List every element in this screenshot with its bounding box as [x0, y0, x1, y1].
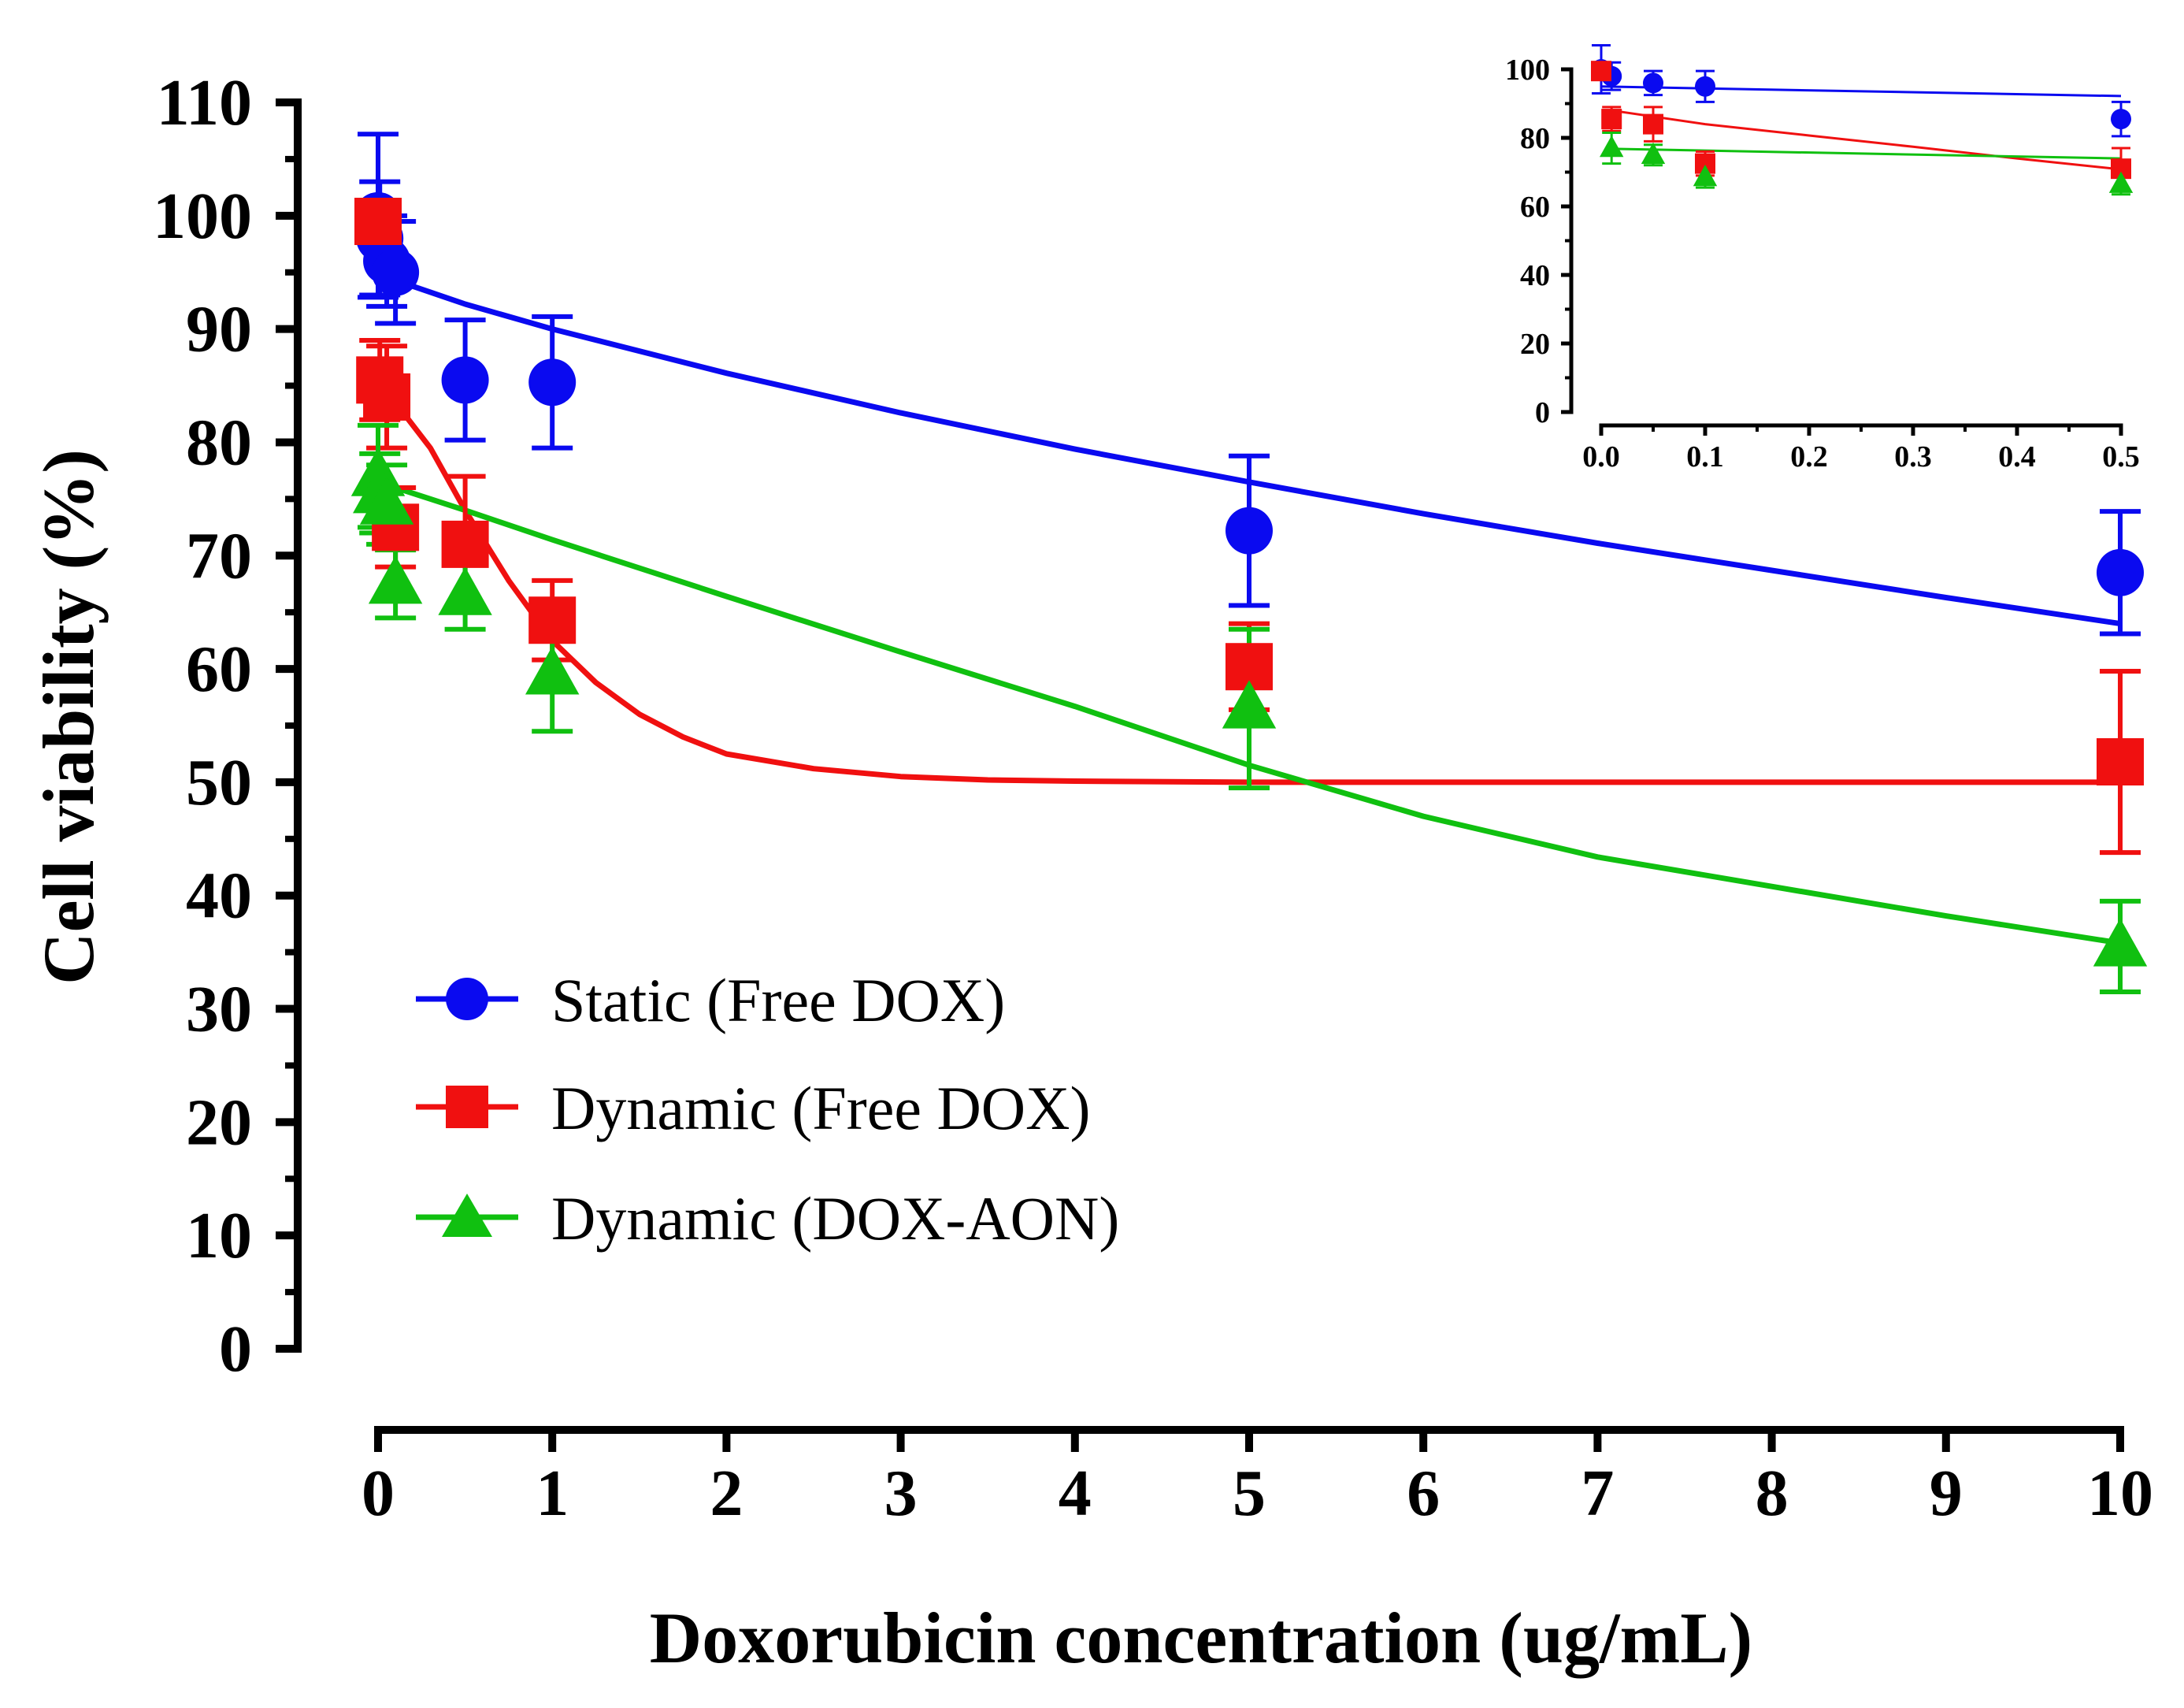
main-x-tick-label: 0 — [362, 1457, 395, 1530]
main-y-tick-label: 110 — [157, 66, 252, 139]
main-plot: 0 10 20 30 40 50 60 70 80 90 100 110 0 1 2 3 4 5 6 7 8 9 10 Do… — [28, 66, 2153, 1678]
main-fit-lines — [376, 269, 2121, 946]
main-data-point-dynamic-free-dox — [528, 596, 577, 644]
main-y-tick-label: 0 — [219, 1313, 252, 1386]
inset-x-tick-label: 0.4 — [1998, 440, 2036, 473]
inset-x-tick-label: 0.3 — [1894, 440, 1932, 473]
main-data-point-static-free-dox — [2097, 548, 2144, 596]
inset-y-tick-label: 0 — [1535, 396, 1550, 429]
inset-y-tick-label: 100 — [1505, 54, 1550, 87]
main-y-tick-label: 100 — [153, 180, 252, 253]
legend-item-static: Static (Free DOX) — [416, 966, 1005, 1034]
main-data-point-dynamic-dox-aon — [1222, 680, 1277, 729]
inset-x-tick-label: 0.0 — [1582, 440, 1620, 473]
main-data-point-static-free-dox — [1225, 507, 1273, 555]
main-axes: 0 10 20 30 40 50 60 70 80 90 100 110 0 1 2 3 4 5 6 7 8 9 10 — [153, 66, 2153, 1530]
inset-x-tick-label: 0.1 — [1686, 440, 1724, 473]
x-axis-title: Doxorubicin concentration (ug/mL) — [650, 1598, 1752, 1678]
main-data-point-dynamic-dox-aon — [438, 566, 492, 615]
main-data-point-static-free-dox — [372, 248, 420, 296]
main-data-point-dynamic-dox-aon — [368, 555, 423, 604]
inset-y-tick-label: 40 — [1520, 259, 1550, 292]
legend-marker-circle — [446, 978, 488, 1020]
main-x-tick-label: 2 — [710, 1457, 743, 1530]
legend-label-dynamic-aon: Dynamic (DOX-AON) — [551, 1184, 1119, 1253]
main-fit-line-static-free-dox — [376, 269, 2121, 627]
main-markers — [350, 191, 2148, 967]
legend-marker-triangle — [442, 1194, 492, 1237]
main-data-point-dynamic-free-dox — [441, 520, 489, 568]
legend-marker-square — [446, 1086, 488, 1128]
main-y-tick-label: 90 — [186, 293, 252, 366]
inset-fit-line-dynamic-free-dox — [1611, 109, 2122, 171]
main-data-point-static-free-dox — [441, 356, 489, 404]
inset-axes: 0 20 40 60 80 100 0.0 0.1 0.2 0.3 0.4 0.5 — [1505, 54, 2140, 473]
main-data-point-dynamic-dox-aon — [359, 476, 414, 525]
inset-data-point-dynamic-dox-aon — [1600, 136, 1624, 158]
legend-item-dynamic-aon: Dynamic (DOX-AON) — [416, 1184, 1119, 1253]
main-x-tick-label: 8 — [1756, 1457, 1789, 1530]
main-y-tick-label: 10 — [186, 1199, 252, 1272]
legend-label-static: Static (Free DOX) — [551, 966, 1005, 1034]
main-y-tick-label: 70 — [186, 519, 252, 592]
inset-x-tick-label: 0.2 — [1790, 440, 1828, 473]
inset-data-point-dynamic-dox-aon — [2108, 171, 2134, 193]
main-data-point-dynamic-dox-aon — [2093, 918, 2148, 967]
inset-data-point-dynamic-free-dox — [1601, 109, 1622, 130]
main-y-tick-label: 80 — [186, 406, 252, 479]
main-fit-line-dynamic-dox-aon — [376, 479, 2121, 946]
main-x-tick-label: 4 — [1059, 1457, 1092, 1530]
inset-data-point-static-free-dox — [2111, 109, 2131, 130]
legend: Static (Free DOX) Dynamic (Free DOX) Dyn… — [416, 966, 1119, 1253]
inset-y-tick-label: 60 — [1520, 191, 1550, 224]
main-y-tick-label: 50 — [186, 746, 252, 819]
inset-data-point-dynamic-free-dox — [1643, 113, 1663, 135]
inset-plot: 0 20 40 60 80 100 0.0 0.1 0.2 0.3 0.4 0.5 — [1505, 44, 2140, 473]
main-x-tick-label: 3 — [884, 1457, 918, 1530]
main-x-tick-label: 1 — [536, 1457, 569, 1530]
main-x-tick-label: 9 — [1930, 1457, 1963, 1530]
main-data-point-dynamic-dox-aon — [525, 646, 580, 695]
inset-data-point-dynamic-dox-aon — [1641, 142, 1666, 164]
main-y-tick-label: 40 — [186, 860, 252, 933]
main-x-tick-label: 7 — [1581, 1457, 1614, 1530]
main-data-point-dynamic-free-dox — [2097, 738, 2144, 786]
main-data-point-dynamic-free-dox — [363, 373, 411, 421]
main-x-tick-label: 5 — [1233, 1457, 1266, 1530]
main-x-tick-label: 10 — [2087, 1457, 2153, 1530]
inset-data-point-static-free-dox — [1695, 76, 1715, 97]
inset-y-tick-label: 80 — [1520, 122, 1550, 155]
inset-x-tick-label: 0.5 — [2102, 440, 2140, 473]
main-y-tick-label: 20 — [186, 1086, 252, 1159]
y-axis-title: Cell viability (%) — [28, 449, 109, 985]
inset-data-point-dynamic-free-dox — [1591, 61, 1611, 82]
main-data-point-dynamic-free-dox — [354, 198, 402, 246]
inset-markers — [1591, 59, 2134, 193]
inset-y-tick-label: 20 — [1520, 328, 1550, 361]
inset-data-point-dynamic-dox-aon — [1693, 165, 1718, 187]
main-x-tick-label: 6 — [1407, 1457, 1440, 1530]
legend-item-dynamic-free: Dynamic (Free DOX) — [416, 1074, 1090, 1142]
main-y-tick-label: 60 — [186, 633, 252, 706]
main-y-tick-label: 30 — [186, 973, 252, 1046]
inset-fit-line-static-free-dox — [1600, 85, 2122, 98]
legend-label-dynamic-free: Dynamic (Free DOX) — [551, 1074, 1090, 1142]
main-data-point-static-free-dox — [528, 358, 577, 407]
inset-data-point-static-free-dox — [1643, 72, 1663, 94]
